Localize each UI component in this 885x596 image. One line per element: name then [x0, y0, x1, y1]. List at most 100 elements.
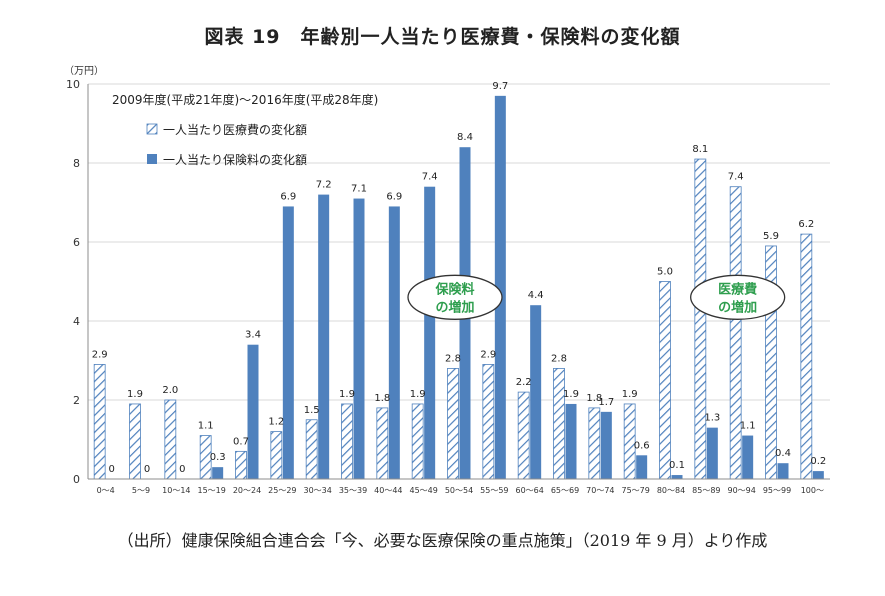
data-label-premium-14: 1.7 [598, 397, 614, 408]
data-label-medical-5: 1.2 [268, 417, 284, 428]
legend-swatch-medical [146, 123, 158, 135]
x-tick-label-10: 50〜54 [445, 486, 473, 495]
y-tick-label: 6 [73, 236, 80, 249]
bar-medical-13 [553, 367, 565, 480]
bar-medical-1 [129, 403, 141, 480]
x-tick-label-6: 30〜34 [303, 486, 331, 495]
x-tick-label-15: 75〜79 [621, 486, 649, 495]
x-tick-label-1: 5〜9 [132, 486, 150, 495]
x-tick-label-20: 100〜 [801, 486, 824, 495]
bar-medical-7 [341, 403, 353, 480]
bar-medical-8 [376, 407, 389, 480]
data-label-medical-11: 2.9 [480, 349, 496, 360]
data-label-premium-6: 7.2 [316, 180, 332, 191]
data-label-medical-16: 5.0 [657, 267, 673, 278]
y-tick-label: 2 [73, 394, 80, 407]
data-label-medical-13: 2.8 [551, 353, 567, 364]
y-tick-label: 8 [73, 157, 80, 170]
data-label-medical-15: 1.9 [622, 389, 638, 400]
annotation-oval-0 [407, 274, 503, 320]
y-tick-label: 4 [73, 315, 80, 328]
bar-medical-11 [482, 364, 495, 480]
bar-premium-3 [212, 467, 224, 479]
x-tick-label-4: 20〜24 [233, 486, 261, 495]
bar-medical-4 [235, 450, 247, 480]
annotation-text-1-line1: 医療費 [718, 281, 757, 297]
bar-chart: 2.9 0 1.9 0 2.0 0 1.1 0.3 0.7 3.4 1.2 6.9 1.5 7.2 1.9 7… [64, 65, 830, 495]
data-label-premium-16: 0.1 [669, 460, 685, 471]
data-label-medical-19: 5.9 [763, 231, 779, 242]
data-label-medical-8: 1.8 [374, 393, 390, 404]
bar-premium-4 [247, 344, 259, 479]
bar-premium-16 [671, 475, 683, 479]
annotation-text-0-line1: 保険料 [434, 281, 474, 297]
data-label-premium-5: 6.9 [280, 191, 296, 202]
bar-premium-18 [742, 435, 754, 479]
annotation-text-1-line2: の増加 [718, 299, 757, 315]
data-label-premium-0: 0 [108, 464, 114, 475]
data-label-premium-20: 0.2 [810, 456, 826, 467]
x-tick-label-19: 95〜99 [763, 486, 791, 495]
data-label-medical-10: 2.8 [445, 353, 461, 364]
data-label-medical-9: 1.9 [410, 389, 426, 400]
data-label-medical-18: 7.4 [728, 172, 744, 183]
data-label-medical-17: 8.1 [692, 144, 708, 155]
x-tick-label-9: 45〜49 [409, 486, 437, 495]
data-label-medical-0: 2.9 [92, 349, 108, 360]
x-tick-label-7: 35〜39 [339, 486, 367, 495]
period-label: 2009年度(平成21年度)〜2016年度(平成28年度) [112, 92, 378, 107]
bar-medical-18 [729, 186, 742, 480]
data-label-premium-10: 8.4 [457, 132, 473, 143]
data-label-medical-20: 6.2 [798, 219, 814, 230]
data-label-premium-1: 0 [144, 464, 150, 475]
data-label-premium-12: 4.4 [528, 290, 544, 301]
bar-medical-9 [411, 403, 424, 480]
bar-medical-2 [164, 399, 177, 480]
bar-premium-8 [388, 206, 400, 479]
x-tick-label-2: 10〜14 [162, 486, 190, 495]
bar-premium-14 [600, 411, 612, 479]
bar-premium-6 [318, 194, 330, 479]
x-tick-label-18: 90〜94 [727, 486, 755, 495]
data-label-medical-14: 1.8 [586, 393, 602, 404]
data-label-medical-7: 1.9 [339, 389, 355, 400]
data-label-premium-11: 9.7 [492, 81, 508, 92]
annotation-text-0-line2: の増加 [435, 299, 474, 315]
bar-premium-12 [530, 305, 542, 479]
data-label-premium-13: 1.9 [563, 389, 579, 400]
data-label-medical-4: 0.7 [233, 436, 249, 447]
legend-label-medical: 一人当たり医療費の変化額 [163, 122, 307, 137]
x-tick-label-5: 25〜29 [268, 486, 296, 495]
bar-premium-15 [636, 455, 648, 479]
data-label-premium-15: 0.6 [634, 440, 650, 451]
data-label-medical-6: 1.5 [304, 405, 320, 416]
data-label-premium-19: 0.4 [775, 448, 791, 459]
data-label-premium-4: 3.4 [245, 330, 261, 341]
bar-medical-20 [800, 233, 813, 480]
bar-medical-14 [588, 407, 601, 480]
data-label-medical-12: 2.2 [516, 377, 532, 388]
bar-medical-12 [517, 391, 530, 480]
data-label-premium-7: 7.1 [351, 184, 367, 195]
annotation-oval-1 [690, 274, 786, 320]
data-label-premium-3: 0.3 [210, 452, 226, 463]
bar-medical-16 [659, 281, 671, 480]
x-tick-label-17: 85〜89 [692, 486, 720, 495]
y-tick-label: 10 [66, 78, 80, 91]
x-tick-label-3: 15〜19 [197, 486, 225, 495]
bar-medical-6 [305, 419, 318, 480]
bar-medical-5 [270, 431, 283, 480]
data-label-medical-2: 2.0 [162, 385, 178, 396]
legend-label-premium: 一人当たり保険料の変化額 [163, 152, 307, 167]
bar-medical-0 [93, 364, 106, 480]
bar-medical-17 [694, 158, 707, 480]
bar-premium-13 [565, 403, 577, 479]
bar-premium-5 [282, 206, 294, 479]
x-tick-label-0: 0〜4 [97, 486, 115, 495]
x-tick-label-16: 80〜84 [657, 486, 685, 495]
y-tick-label: 0 [73, 473, 80, 486]
bar-premium-19 [777, 463, 789, 479]
bar-premium-17 [706, 427, 718, 479]
data-label-premium-17: 1.3 [704, 413, 720, 424]
data-label-medical-1: 1.9 [127, 389, 143, 400]
